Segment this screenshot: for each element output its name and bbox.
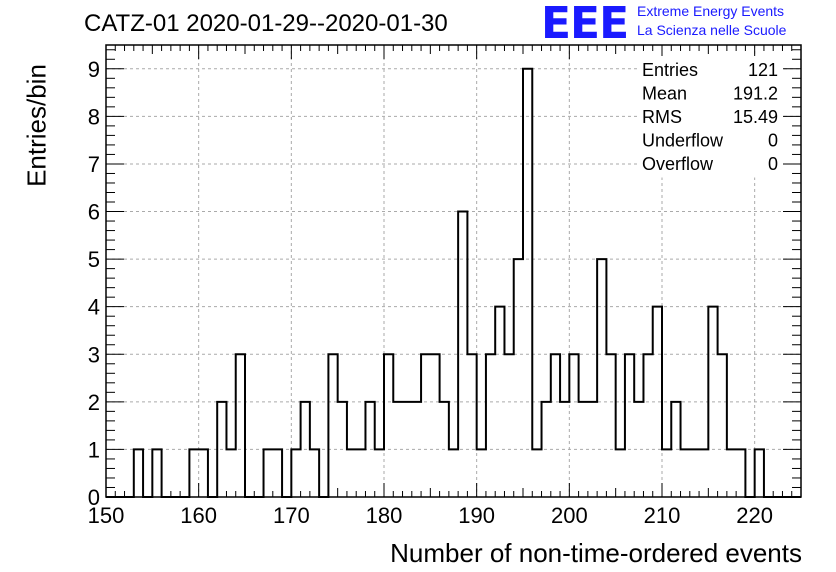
histogram-bin [440,402,449,497]
histogram-bin [152,449,161,497]
eee-logo: EEE [541,0,629,49]
histogram-bin [356,449,365,497]
histogram-bin [671,402,680,497]
stats-label: Mean [642,84,687,104]
chart-title: CATZ-01 2020-01-29--2020-01-30 [84,10,448,37]
histogram-bin [616,449,625,497]
histogram-bin [338,402,347,497]
stats-label: Underflow [642,131,724,151]
histogram-bin [588,402,597,497]
x-tick-label: 160 [180,503,217,528]
y-tick-label: 3 [88,342,100,367]
histogram-bin [504,354,513,497]
stats-value: 191.2 [733,84,778,104]
y-tick-label: 0 [88,485,100,510]
histogram-bin [643,354,652,497]
histogram-bin [393,402,402,497]
plot-frame [105,44,802,498]
histogram-bin [495,307,504,497]
stats-value: 0 [768,154,778,174]
histogram-bin [727,449,736,497]
stats-label: Entries [642,60,698,80]
histogram-bin [403,402,412,497]
histogram-bin [681,449,690,497]
histogram-bin [736,449,745,497]
histogram-bin [412,402,421,497]
stats-value: 121 [748,60,778,80]
histogram-bin [699,449,708,497]
histogram-bin [560,402,569,497]
histogram-outline [106,67,801,498]
histogram-bin [199,449,208,497]
histogram-bin [579,402,588,497]
stats-box-bg [638,56,782,178]
x-axis-label: Number of non-time-ordered events [390,538,802,568]
logo-line-2: La Scienza nelle Scuole [637,22,787,38]
histogram-bin [384,354,393,497]
histogram-bin [375,449,384,497]
histogram-bin [301,402,310,497]
stats-box: Entries 121 Mean 191.2 RMS 15.49 Underflow 0 Ove… [638,56,782,178]
y-tick-label: 4 [88,295,100,320]
x-tick-label: 170 [273,503,310,528]
histogram-bars [106,67,801,498]
histogram-bin [467,354,476,497]
histogram-bin [365,402,374,497]
histogram-bin [458,212,467,497]
stats-label: RMS [642,107,682,127]
y-tick-label: 8 [88,104,100,129]
ticks: 150 160 170 180 190 200 210 220 0 1 2 3 4 5 6 7 8 9 [88,45,802,528]
histogram-bin [708,307,717,497]
y-tick-label: 6 [88,200,100,225]
x-tick-label: 150 [88,503,125,528]
histogram-bin [217,402,226,497]
histogram-bin [755,449,764,497]
stats-value: 0 [768,131,778,151]
y-tick-label: 1 [88,437,100,462]
histogram-bin [514,259,523,497]
histogram-bin [532,449,541,497]
histogram-bin [606,354,615,497]
histogram-bin [542,402,551,497]
y-tick-label: 7 [88,152,100,177]
y-tick-label: 2 [88,390,100,415]
histogram-bin [653,307,662,497]
histogram-bin [486,354,495,497]
y-tick-label: 9 [88,57,100,82]
axes [105,44,802,498]
histogram-bin [236,354,245,497]
histogram-bin [477,449,486,497]
histogram-bin [625,354,634,497]
histogram-bin [718,354,727,497]
x-tick-label: 210 [644,503,681,528]
x-tick-label: 190 [458,503,495,528]
histogram-bin [291,449,300,497]
x-tick-label: 200 [551,503,588,528]
histogram-bin [328,354,337,497]
histogram-bin [690,449,699,497]
x-tick-label: 180 [366,503,403,528]
stats-label: Overflow [642,154,714,174]
histogram-bin [569,354,578,497]
histogram-bin [597,259,606,497]
y-tick-label: 5 [88,247,100,272]
histogram-bin [189,449,198,497]
stats-value: 15.49 [733,107,778,127]
histogram-bin [430,354,439,497]
histogram-bin [310,449,319,497]
histogram-bin [449,449,458,497]
histogram-bin [273,449,282,497]
histogram-bin [347,449,356,497]
x-tick-label: 220 [736,503,773,528]
histogram-bin [634,402,643,497]
histogram-bin [421,354,430,497]
logo-line-1: Extreme Energy Events [637,3,785,19]
histogram-bin [662,449,671,497]
histogram-bin [264,449,273,497]
histogram-bin [523,69,532,497]
histogram-bin [551,354,560,497]
histogram-bin [226,449,235,497]
histogram-bin [134,449,143,497]
